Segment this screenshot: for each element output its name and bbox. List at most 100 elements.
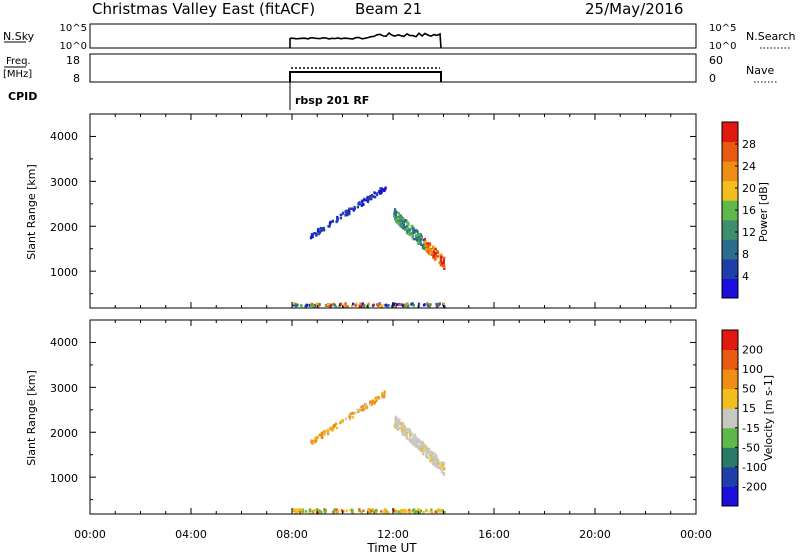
heatmap-cell <box>415 236 418 239</box>
heatmap-cell <box>408 508 411 512</box>
x-tick-label: 16:00 <box>478 528 510 541</box>
heatmap-cell <box>394 213 397 217</box>
heatmap-cell <box>320 229 323 232</box>
heatmap-cell <box>407 511 410 514</box>
heatmap-cell <box>377 304 380 307</box>
heatmap-cell <box>294 508 297 512</box>
heatmap-cell <box>354 304 357 307</box>
heatmap-cell <box>351 411 354 415</box>
heatmap-cell <box>342 211 345 215</box>
heatmap-cell <box>434 510 437 514</box>
velocity-colorbar <box>722 330 738 507</box>
heatmap-cell <box>401 304 404 307</box>
heatmap-cell <box>430 452 434 456</box>
heatmap-cell <box>416 508 420 511</box>
heatmap-cell <box>375 509 378 512</box>
heatmap-cell <box>431 252 434 256</box>
heatmap-cell <box>442 261 445 264</box>
heatmap-cell <box>411 228 414 231</box>
heatmap-cell <box>417 304 420 308</box>
heatmap-cell <box>432 461 435 464</box>
nsky-trace <box>289 32 442 49</box>
heatmap-cell <box>383 511 386 514</box>
power-ytick-1000: 1000 <box>50 266 78 279</box>
heatmap-cell <box>438 462 442 466</box>
heatmap-cell <box>383 390 386 394</box>
heatmap-cell <box>439 465 442 469</box>
colorbar-tick-label: 12 <box>742 226 756 239</box>
colorbar-swatch <box>722 388 738 409</box>
heatmap-cell <box>372 195 375 198</box>
heatmap-cell <box>322 432 325 435</box>
heatmap-cell <box>311 233 314 236</box>
heatmap-cell <box>383 395 386 399</box>
heatmap-cell <box>339 420 342 424</box>
heatmap-cell <box>403 430 406 433</box>
heatmap-cell <box>422 449 425 452</box>
heatmap-cell <box>429 454 433 457</box>
heatmap-cell <box>317 227 320 231</box>
velocity-ytick-3000: 3000 <box>50 382 78 395</box>
heatmap-cell <box>375 396 378 399</box>
heatmap-cell <box>349 416 352 419</box>
heatmap-cell <box>398 418 401 422</box>
heatmap-cell <box>414 439 417 442</box>
heatmap-cell <box>370 509 373 513</box>
nsky-tick-bottom: 10^0 <box>60 41 87 52</box>
heatmap-cell <box>422 444 425 447</box>
heatmap-cell <box>364 403 367 406</box>
heatmap-cell <box>426 250 429 254</box>
x-tick-label: 04:00 <box>175 528 207 541</box>
freq-tick-bottom: 8 <box>73 72 80 85</box>
power-ytick-2000: 2000 <box>50 221 78 234</box>
colorbar-tick-label: 24 <box>742 160 756 173</box>
heatmap-cell <box>412 304 415 307</box>
heatmap-cell <box>298 508 301 511</box>
colorbar-tick-label: 20 <box>742 182 756 195</box>
heatmap-cell <box>365 403 368 407</box>
velocity-ylabel: Slant Range [km] <box>25 370 38 466</box>
heatmap-cell <box>428 250 431 254</box>
heatmap-cell <box>407 221 410 224</box>
heatmap-cell <box>430 450 433 454</box>
heatmap-cell <box>345 209 349 213</box>
heatmap-cell <box>339 302 342 306</box>
heatmap-cell <box>421 244 425 247</box>
heatmap-cell <box>399 224 402 227</box>
heatmap-cell <box>418 511 421 514</box>
heatmap-cell <box>363 406 366 410</box>
heatmap-cell <box>342 305 345 308</box>
heatmap-cell <box>380 510 383 513</box>
nsky-panel: N.Sky 10^5 10^0 10^5 10^0 N.Search <box>3 23 796 52</box>
heatmap-cell <box>387 304 390 307</box>
heatmap-cell <box>402 217 405 221</box>
heatmap-cell <box>397 222 400 225</box>
heatmap-cell <box>416 230 419 234</box>
heatmap-cell <box>407 231 410 235</box>
heatmap-cell <box>417 447 420 451</box>
heatmap-cell <box>397 421 400 424</box>
heatmap-cell <box>417 440 420 443</box>
heatmap-cell <box>422 448 425 451</box>
heatmap-cell <box>441 468 444 471</box>
heatmap-cell <box>335 426 339 430</box>
heatmap-cell <box>394 415 398 419</box>
beam-title: Beam 21 <box>355 0 422 18</box>
heatmap-cell <box>363 198 366 202</box>
heatmap-cell <box>408 430 411 433</box>
heatmap-cell <box>395 218 398 221</box>
heatmap-cell <box>369 400 372 404</box>
heatmap-cell <box>375 399 378 403</box>
heatmap-cell <box>369 508 372 511</box>
heatmap-cell <box>390 304 394 308</box>
heatmap-cell <box>408 428 411 431</box>
heatmap-cell <box>357 410 360 413</box>
heatmap-cell <box>318 433 322 437</box>
colorbar-tick-label: -50 <box>742 441 760 454</box>
heatmap-cell <box>331 220 334 223</box>
freq-tick-top: 18 <box>66 54 80 67</box>
heatmap-cell <box>411 302 414 305</box>
heatmap-cell <box>443 305 446 308</box>
heatmap-cell <box>428 252 431 256</box>
heatmap-cell <box>323 228 326 232</box>
